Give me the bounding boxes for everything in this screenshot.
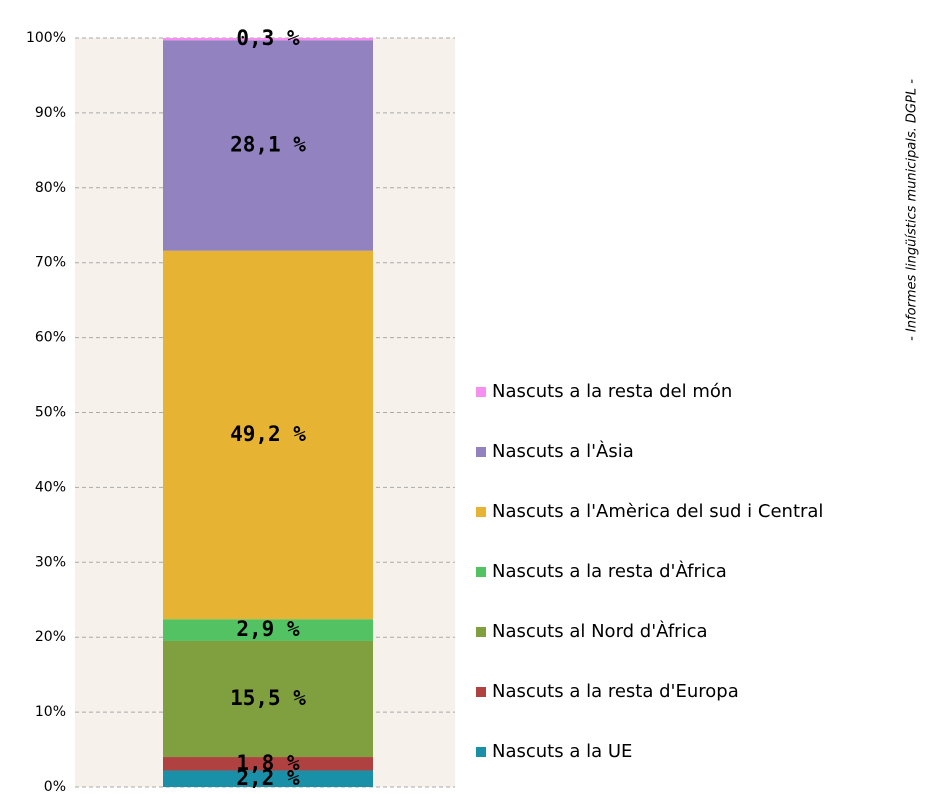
y-tick-label: 80% bbox=[35, 180, 66, 196]
legend-swatch bbox=[476, 627, 486, 637]
legend-label: Nascuts a la UE bbox=[492, 741, 632, 762]
legend-swatch bbox=[476, 447, 486, 457]
value-label: 49,2 % bbox=[230, 422, 306, 446]
bar-segment bbox=[163, 250, 373, 620]
bar-segment bbox=[163, 619, 373, 641]
legend-swatch bbox=[476, 387, 486, 397]
legend-swatch bbox=[476, 687, 486, 697]
value-label: 1,8 % bbox=[236, 751, 300, 775]
legend-label: Nascuts a l'Àsia bbox=[492, 440, 634, 462]
legend-label: Nascuts a la resta d'Àfrica bbox=[492, 560, 727, 582]
legend-label: Nascuts a la resta del món bbox=[492, 381, 732, 402]
bar-segment bbox=[163, 757, 373, 771]
source-note: - Informes lingüístics municipals. DGPL … bbox=[905, 79, 920, 341]
value-label: 28,1 % bbox=[230, 132, 306, 156]
bar-segment bbox=[163, 640, 373, 758]
legend-label: Nascuts a l'Amèrica del sud i Central bbox=[492, 501, 823, 522]
value-label: 15,5 % bbox=[230, 686, 306, 710]
bar-segment bbox=[163, 770, 373, 787]
y-tick-label: 10% bbox=[35, 704, 66, 720]
value-label: 0,3 % bbox=[236, 26, 300, 50]
y-tick-label: 20% bbox=[35, 629, 66, 645]
y-tick-label: 40% bbox=[35, 479, 66, 495]
y-tick-label: 70% bbox=[35, 255, 66, 271]
bar-segment bbox=[163, 38, 373, 41]
y-tick-label: 0% bbox=[44, 779, 66, 794]
y-tick-label: 50% bbox=[35, 405, 66, 421]
legend-label: Nascuts al Nord d'Àfrica bbox=[492, 620, 708, 642]
legend-swatch bbox=[476, 507, 486, 517]
legend-label: Nascuts a la resta d'Europa bbox=[492, 681, 739, 702]
bar-segment bbox=[163, 40, 373, 251]
y-tick-label: 30% bbox=[35, 554, 66, 570]
legend-swatch bbox=[476, 747, 486, 757]
y-tick-label: 100% bbox=[26, 30, 66, 46]
y-tick-label: 90% bbox=[35, 105, 66, 121]
y-tick-label: 60% bbox=[35, 330, 66, 346]
value-label: 2,2 % bbox=[236, 766, 300, 790]
legend-swatch bbox=[476, 567, 486, 577]
value-label: 2,9 % bbox=[236, 617, 300, 641]
